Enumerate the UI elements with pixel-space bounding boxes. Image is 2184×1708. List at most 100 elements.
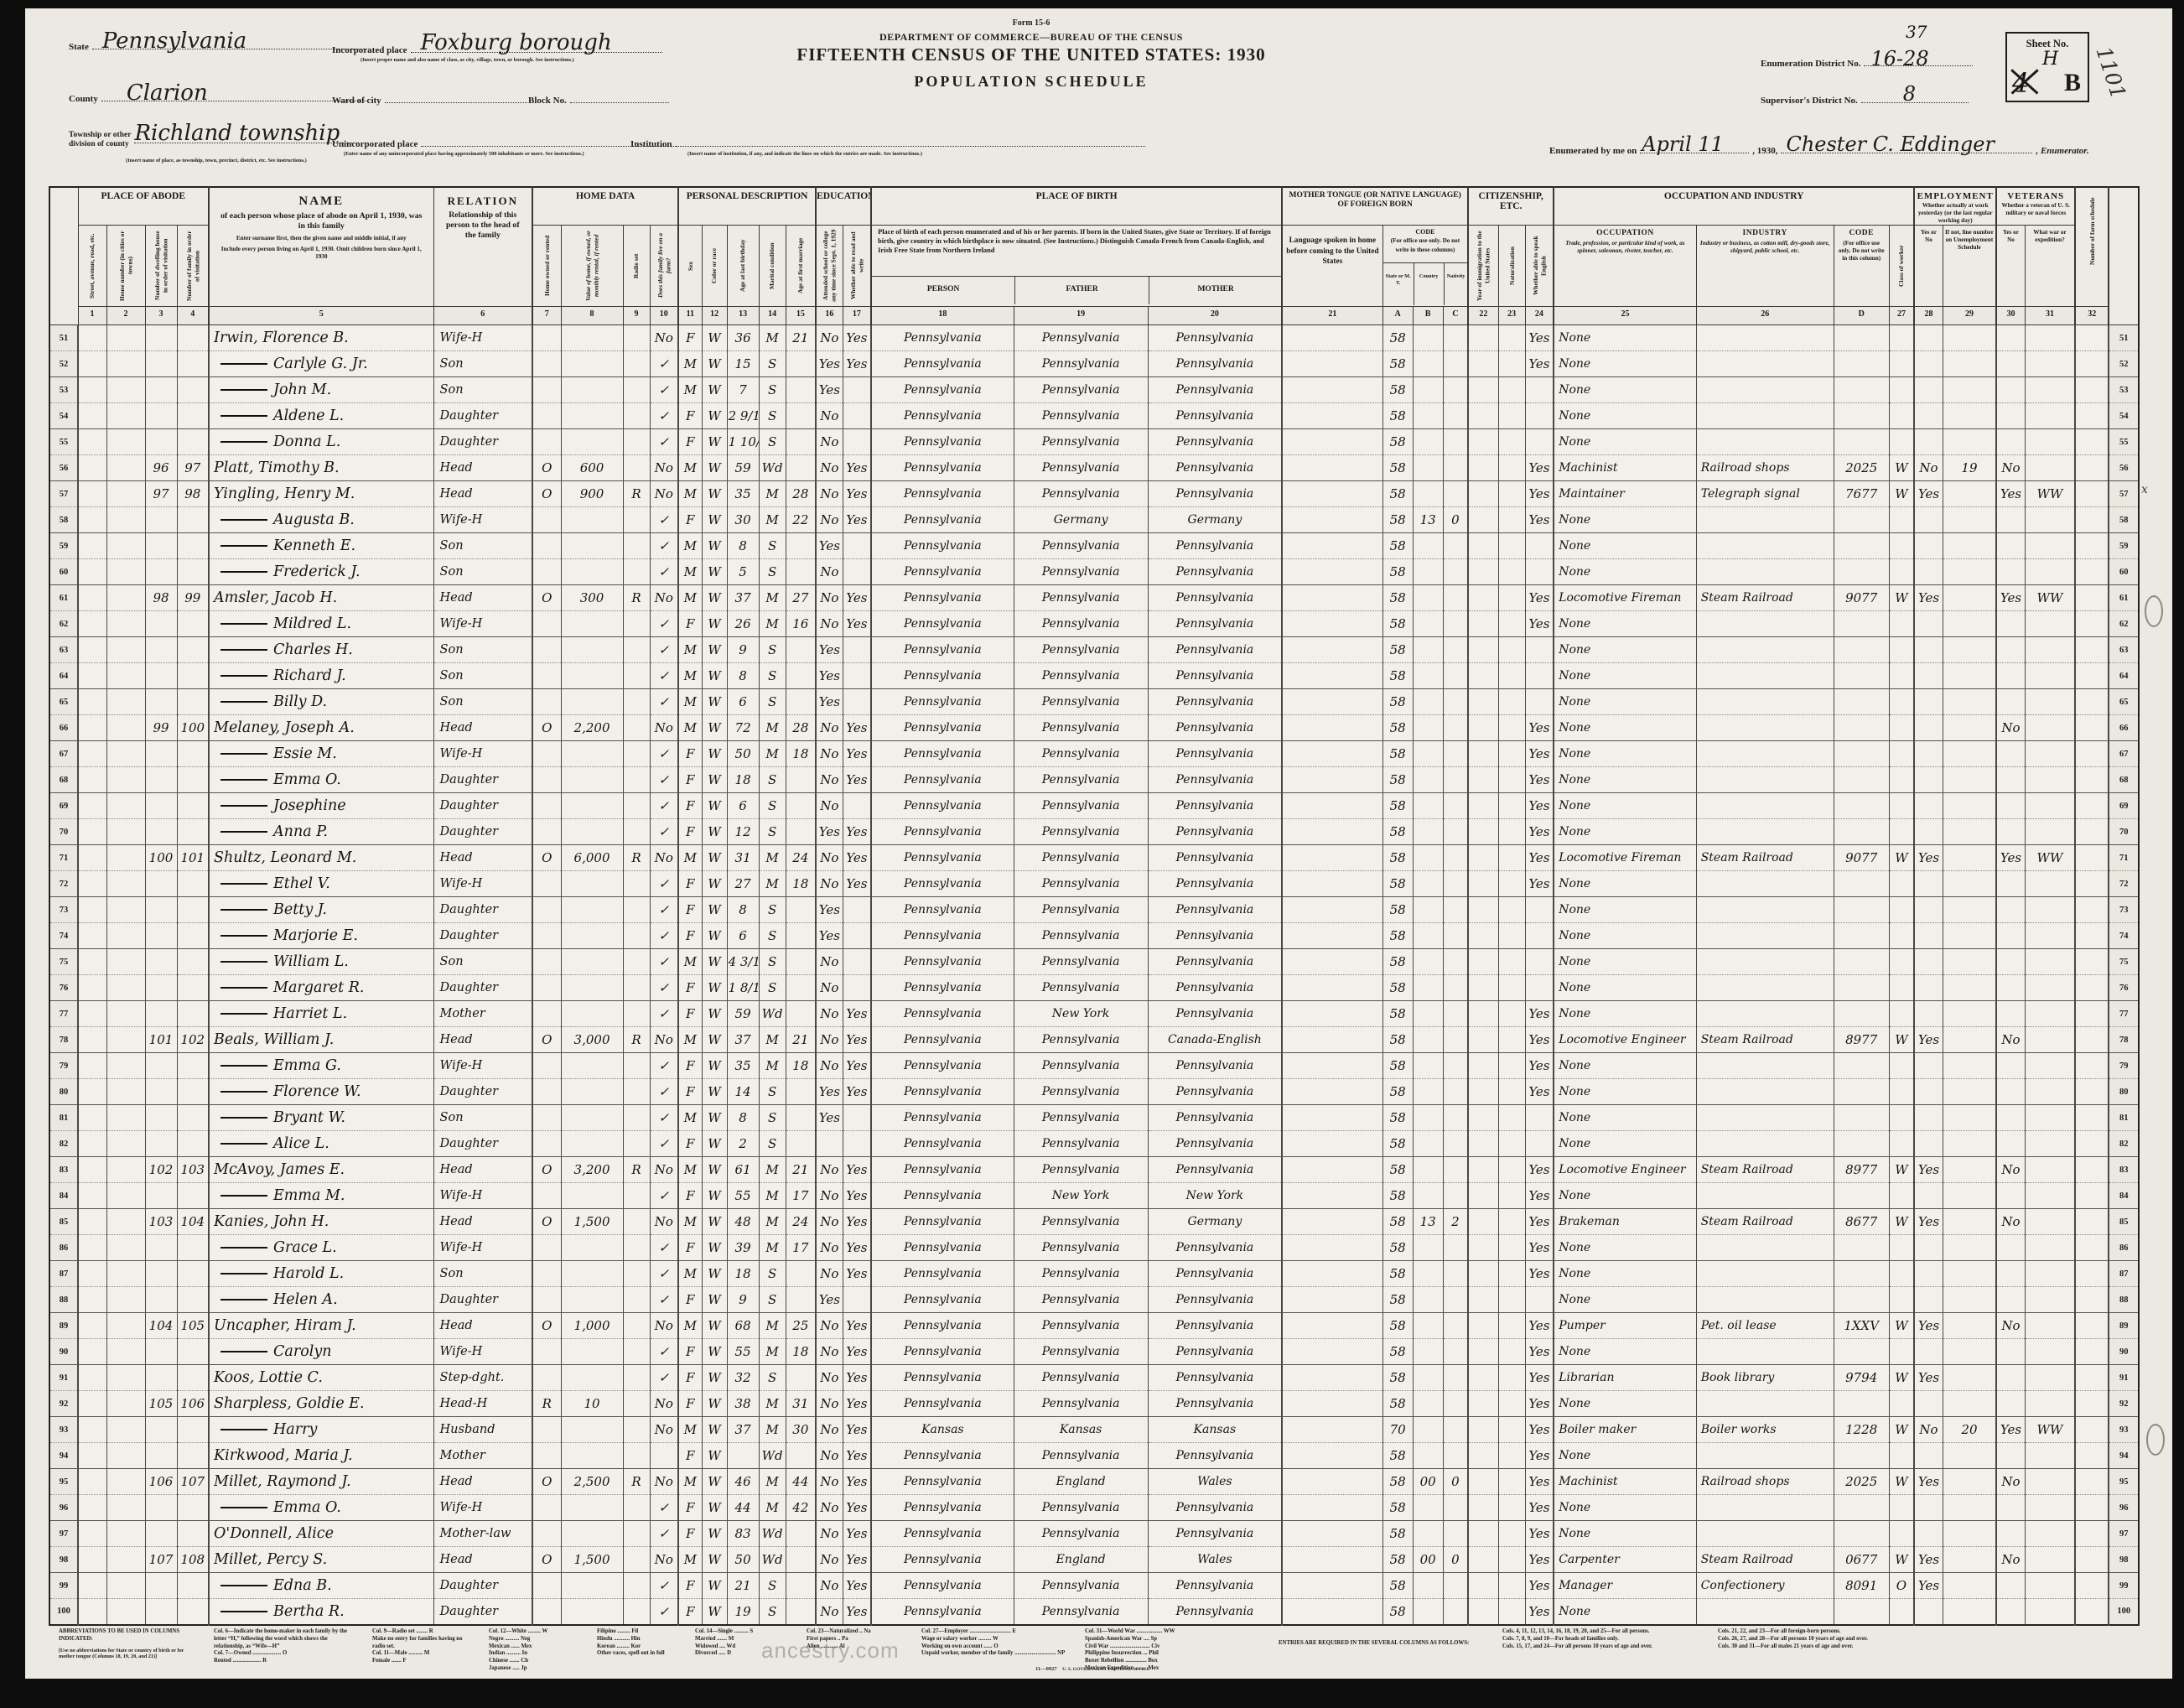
- cell-house: [106, 1312, 145, 1339]
- census-row-71: 71 100 101 Shultz, Leonard M. Head O 6,000 R No M…: [49, 844, 2140, 871]
- cell-house: [106, 1130, 145, 1157]
- cell-line: 70: [49, 818, 78, 845]
- cell-rw: Yes: [842, 480, 872, 507]
- column-number-6: 6: [433, 306, 533, 325]
- cell-imm: [1467, 1156, 1499, 1183]
- cell-mar: M: [758, 324, 786, 351]
- cell-cc: [1442, 1260, 1469, 1287]
- cell-street: [77, 1572, 106, 1599]
- cell-sch: Yes: [815, 376, 843, 403]
- cell-ul: [1942, 1364, 1997, 1391]
- cell-house: [106, 1468, 145, 1495]
- cell-agem: [785, 532, 817, 559]
- cell-fam: [176, 558, 210, 585]
- cell-line: 90: [49, 1338, 78, 1365]
- cell-sch: No: [815, 1572, 843, 1599]
- cell-age: 19: [726, 1598, 760, 1625]
- cell-house: [106, 948, 145, 975]
- cell-emp: [1913, 1078, 1943, 1105]
- cell-nat: [1497, 948, 1526, 975]
- cell-vet: [1995, 1078, 2026, 1105]
- census-row-52: 52 Carlyle G. Jr. Son ✓ M W 15 S Yes Yes Pennsylva…: [49, 350, 2140, 377]
- cell-age: 35: [726, 1052, 760, 1079]
- cell-bm: Pennsylvania: [1147, 818, 1283, 845]
- cell-cd: [1833, 402, 1890, 429]
- ditto-dash: [220, 649, 268, 651]
- cell-house: [106, 1520, 145, 1547]
- cell-val: [560, 870, 624, 897]
- cell-rel: Son: [433, 532, 533, 559]
- cell-name: Platt, Timothy B.: [208, 454, 434, 481]
- cell-val: [560, 1494, 624, 1521]
- cell-bf: New York: [1013, 1182, 1149, 1209]
- cell-house: [106, 1208, 145, 1235]
- cell-race: W: [701, 1260, 728, 1287]
- cell-fs: [2074, 766, 2109, 793]
- cell-occ: None: [1553, 1234, 1697, 1261]
- footer-abbreviations: ABBREVIATIONS TO BE USED IN COLUMNS INDI…: [59, 1628, 2138, 1673]
- cell-race: W: [701, 922, 728, 949]
- cell-war: [2024, 1130, 2076, 1157]
- ditto-dash: [220, 1013, 268, 1015]
- cell-occ: Pumper: [1553, 1312, 1697, 1339]
- cell-agem: [785, 1286, 817, 1313]
- cell-war: [2024, 1572, 2076, 1599]
- cell-val: [560, 1130, 624, 1157]
- cell-emp: [1913, 610, 1943, 637]
- cell-ind: [1695, 402, 1834, 429]
- cell-ul: [1942, 870, 1997, 897]
- cell-imm: [1467, 948, 1499, 975]
- cell-name: Harriet L.: [208, 1000, 434, 1027]
- cell-ul: [1942, 818, 1997, 845]
- cell-house: [106, 1598, 145, 1625]
- cell-eng: Yes: [1524, 584, 1554, 611]
- cell-radio: [622, 1104, 651, 1131]
- cell-rel: Daughter: [433, 1598, 533, 1625]
- cell-lineR: 78: [2108, 1026, 2140, 1053]
- cell-sch: No: [815, 948, 843, 975]
- cell-dw: 101: [144, 1026, 177, 1053]
- cell-sex: F: [677, 922, 703, 949]
- cell-street: [77, 1338, 106, 1365]
- cell-cb: [1412, 766, 1444, 793]
- cell-vet: [1995, 428, 2026, 455]
- cell-sex: F: [677, 1234, 703, 1261]
- cell-imm: [1467, 1208, 1499, 1235]
- cell-emp: [1913, 1598, 1943, 1625]
- cell-sex: M: [677, 714, 703, 741]
- cell-lineR: 73: [2108, 896, 2140, 923]
- cell-cw: [1888, 1000, 1915, 1027]
- cell-bf: Pennsylvania: [1013, 1494, 1149, 1521]
- cell-ul: [1942, 1078, 1997, 1105]
- cell-radio: [622, 1546, 651, 1573]
- cell-radio: [622, 1130, 651, 1157]
- cell-line: 94: [49, 1442, 78, 1469]
- cell-fs: [2074, 922, 2109, 949]
- header-personal-description: PERSONAL DESCRIPTION: [677, 186, 817, 226]
- cell-imm: [1467, 1052, 1499, 1079]
- cell-cd: [1833, 1234, 1890, 1261]
- census-row-93: 93 Harry Husband No M W 37 M 30 No Yes Kansas Kansas…: [49, 1416, 2140, 1443]
- cell-age: 15: [726, 350, 760, 377]
- cell-radio: [622, 532, 651, 559]
- cell-emp: Yes: [1913, 480, 1943, 507]
- cell-bm: Pennsylvania: [1147, 1312, 1283, 1339]
- pencil-mark: x: [2141, 483, 2148, 496]
- cell-street: [77, 662, 106, 689]
- cell-ca: 58: [1382, 1364, 1414, 1391]
- cell-imm: [1467, 844, 1499, 871]
- cell-lineR: 60: [2108, 558, 2140, 585]
- cell-agem: [785, 1364, 817, 1391]
- cell-street: [77, 1130, 106, 1157]
- cell-occ: None: [1553, 740, 1697, 767]
- cell-street: [77, 558, 106, 585]
- cell-war: [2024, 740, 2076, 767]
- cell-line: 67: [49, 740, 78, 767]
- cell-bp: Pennsylvania: [870, 714, 1014, 741]
- cell-farm: ✓: [649, 1052, 679, 1079]
- cell-mar: M: [758, 1052, 786, 1079]
- cell-vet: [1995, 350, 2026, 377]
- cell-lang: [1281, 922, 1383, 949]
- cell-ul: [1942, 1546, 1997, 1573]
